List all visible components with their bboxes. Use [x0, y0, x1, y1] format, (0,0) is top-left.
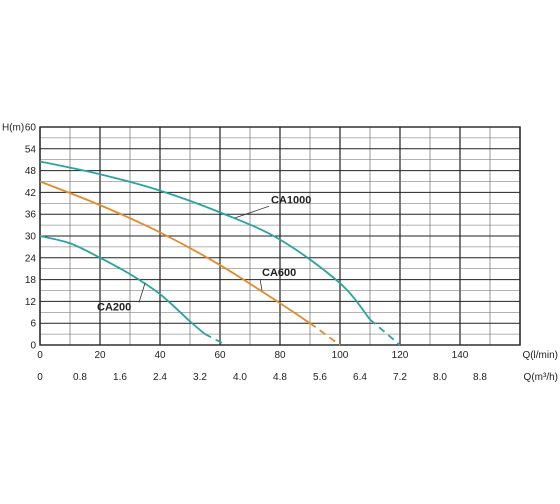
x2-tick-label: 8.8 — [473, 372, 487, 383]
y-tick-label: 18 — [25, 275, 37, 286]
x2-tick-label: 1.6 — [113, 372, 127, 383]
x2-tick-label: 5.6 — [313, 372, 327, 383]
series-label-ca600: CA600 — [262, 267, 296, 279]
y-tick-label: 30 — [25, 232, 37, 243]
x2-tick-label: 3.2 — [193, 372, 207, 383]
x-axis-title: Q(l/min) — [522, 350, 558, 361]
x2-tick-label: 7.2 — [393, 372, 407, 383]
y-tick-label: 6 — [30, 319, 36, 330]
series-line-ca600-dashed — [309, 322, 341, 346]
x2-tick-label: 6.4 — [353, 372, 367, 383]
y-tick-label: 12 — [25, 297, 37, 308]
x-tick-label: 60 — [214, 350, 226, 361]
leader-line-ca1000 — [234, 205, 270, 219]
y-tick-label: 24 — [25, 253, 37, 264]
y-tick-label: 48 — [25, 166, 37, 177]
series-line-ca200-dashed — [204, 333, 227, 346]
y-axis-title: H(m) — [2, 123, 24, 134]
x2-tick-label: 8.0 — [433, 372, 447, 383]
grid — [39, 126, 521, 346]
x-tick-label: 120 — [392, 350, 409, 361]
series-line-ca1000-dashed — [369, 318, 401, 346]
y-tick-label: 60 — [25, 123, 37, 134]
x-tick-label: 20 — [94, 350, 106, 361]
x2-tick-label: 0.8 — [73, 372, 87, 383]
y-tick-label: 0 — [30, 341, 36, 352]
y-tick-label: 54 — [25, 144, 37, 155]
series-label-ca200: CA200 — [97, 301, 131, 313]
series-line-ca200 — [39, 235, 206, 335]
curves — [39, 160, 401, 346]
x-tick-label: 40 — [154, 350, 166, 361]
x-tick-label: 80 — [274, 350, 286, 361]
x-tick-label: 100 — [332, 350, 349, 361]
x2-tick-label: 4.0 — [233, 372, 247, 383]
series-line-ca1000 — [39, 160, 371, 321]
x2-axis-title: Q(m³/h) — [524, 372, 558, 383]
series-label-ca1000: CA1000 — [271, 194, 311, 206]
series-line-ca600 — [39, 180, 311, 324]
x-tick-label: 0 — [37, 350, 43, 361]
leader-line-ca600 — [259, 278, 263, 291]
x2-tick-label: 0 — [37, 372, 43, 383]
y-tick-label: 36 — [25, 210, 37, 221]
y-tick-label: 42 — [25, 188, 37, 199]
x2-tick-label: 2.4 — [153, 372, 167, 383]
x2-tick-label: 4.8 — [273, 372, 287, 383]
x-tick-label: 140 — [452, 350, 469, 361]
leader-line-ca200 — [138, 283, 146, 303]
